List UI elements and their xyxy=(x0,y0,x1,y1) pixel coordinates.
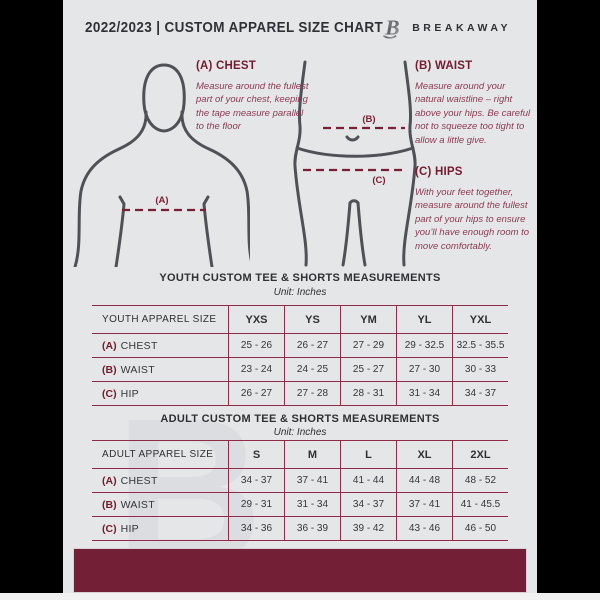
table-cell: 31 - 34 xyxy=(284,493,340,517)
waist-instruction-body: Measure around your natural waistline – … xyxy=(415,81,531,146)
svg-text:B: B xyxy=(384,16,399,40)
table-cell: 32.5 - 35.5 xyxy=(452,334,508,358)
adult-row-waist-label: (B) WAIST xyxy=(92,493,228,517)
table-cell: 37 - 41 xyxy=(284,469,340,493)
chest-instruction-heading: (A) CHEST xyxy=(196,60,256,72)
adult-header-label: ADULT APPAREL SIZE xyxy=(92,440,228,469)
row-name: CHEST xyxy=(120,339,158,352)
adult-size-2xl: 2XL xyxy=(452,440,508,469)
row-name: WAIST xyxy=(120,498,155,511)
youth-size-table: YOUTH APPAREL SIZE YXS YS YM YL YXL (A) … xyxy=(92,305,508,406)
adult-size-l: L xyxy=(340,440,396,469)
youth-table-title: YOUTH CUSTOM TEE & SHORTS MEASUREMENTS xyxy=(159,272,441,284)
youth-size-yl: YL xyxy=(396,305,452,334)
hips-instruction-body: With your feet together, measure around … xyxy=(415,187,530,252)
adult-size-xl: XL xyxy=(396,440,452,469)
table-cell: 27 - 28 xyxy=(284,382,340,406)
table-cell: 41 - 44 xyxy=(340,469,396,493)
row-prefix: (A) xyxy=(102,339,117,352)
table-cell: 36 - 39 xyxy=(284,517,340,541)
lower-body-diagram: (B) (C) xyxy=(293,60,417,267)
youth-size-ys: YS xyxy=(284,305,340,334)
row-name: HIP xyxy=(120,522,139,535)
right-letterbox-bar xyxy=(537,0,600,593)
brand-logo: B BREAKAWAY xyxy=(378,14,511,41)
row-prefix: (C) xyxy=(102,522,117,535)
row-name: WAIST xyxy=(120,363,155,376)
table-cell: 26 - 27 xyxy=(284,334,340,358)
footer-bar xyxy=(73,548,527,593)
waist-instruction-heading: (B) WAIST xyxy=(415,60,473,72)
table-cell: 31 - 34 xyxy=(396,382,452,406)
row-prefix: (A) xyxy=(102,474,117,487)
youth-size-ym: YM xyxy=(340,305,396,334)
table-cell: 34 - 37 xyxy=(228,469,284,493)
table-cell: 29 - 32.5 xyxy=(396,334,452,358)
waist-line-label: (B) xyxy=(362,114,375,125)
table-cell: 44 - 48 xyxy=(396,469,452,493)
chest-instruction-body: Measure around the fullest part of your … xyxy=(196,81,309,133)
youth-header-label: YOUTH APPAREL SIZE xyxy=(92,305,228,334)
adult-row-chest-label: (A) CHEST xyxy=(92,469,228,493)
size-chart-page: 2022/2023 | CUSTOM APPAREL SIZE CHART B … xyxy=(63,0,537,593)
brand-name: BREAKAWAY xyxy=(412,21,511,34)
hips-outline xyxy=(293,60,417,267)
table-cell: 30 - 33 xyxy=(452,358,508,382)
row-prefix: (B) xyxy=(102,363,117,376)
table-cell: 41 - 45.5 xyxy=(452,493,508,517)
torso-outline xyxy=(73,63,250,267)
table-cell: 27 - 29 xyxy=(340,334,396,358)
waist-instruction: (B) WAIST Measure around your natural wa… xyxy=(415,60,533,147)
upper-body-diagram: (A) xyxy=(73,63,250,267)
adult-table-title: ADULT CUSTOM TEE & SHORTS MEASUREMENTS xyxy=(160,413,440,425)
table-cell: 25 - 26 xyxy=(228,334,284,358)
adult-row-hip-label: (C) HIP xyxy=(92,517,228,541)
table-cell: 34 - 37 xyxy=(452,382,508,406)
table-cell: 23 - 24 xyxy=(228,358,284,382)
row-name: HIP xyxy=(120,387,139,400)
table-cell: 26 - 27 xyxy=(228,382,284,406)
left-letterbox-bar xyxy=(0,0,63,593)
youth-row-waist-label: (B) WAIST xyxy=(92,358,228,382)
table-cell: 27 - 30 xyxy=(396,358,452,382)
chest-instruction: (A) CHEST Measure around the fullest par… xyxy=(196,60,310,134)
table-cell: 25 - 27 xyxy=(340,358,396,382)
adult-size-m: M xyxy=(284,440,340,469)
adult-size-table: ADULT APPAREL SIZE S M L XL 2XL (A) CHES… xyxy=(92,440,508,541)
youth-row-chest-label: (A) CHEST xyxy=(92,334,228,358)
page-title: 2022/2023 | CUSTOM APPAREL SIZE CHART xyxy=(85,20,384,36)
table-cell: 48 - 52 xyxy=(452,469,508,493)
youth-size-yxs: YXS xyxy=(228,305,284,334)
table-cell: 34 - 37 xyxy=(340,493,396,517)
youth-row-hip-label: (C) HIP xyxy=(92,382,228,406)
table-cell: 39 - 42 xyxy=(340,517,396,541)
table-cell: 43 - 46 xyxy=(396,517,452,541)
chest-line-label: (A) xyxy=(155,195,168,206)
table-cell: 37 - 41 xyxy=(396,493,452,517)
hips-instruction-heading: (C) HIPS xyxy=(415,166,463,178)
table-cell: 24 - 25 xyxy=(284,358,340,382)
adult-size-s: S xyxy=(228,440,284,469)
table-cell: 34 - 36 xyxy=(228,517,284,541)
hips-line-label: (C) xyxy=(372,175,385,186)
adult-table-unit: Unit: Inches xyxy=(273,427,327,438)
breakaway-b-icon: B xyxy=(380,16,400,40)
hips-instruction: (C) HIPS With your feet together, measur… xyxy=(415,166,535,253)
row-prefix: (B) xyxy=(102,498,117,511)
table-cell: 28 - 31 xyxy=(340,382,396,406)
table-cell: 46 - 50 xyxy=(452,517,508,541)
youth-size-yxl: YXL xyxy=(452,305,508,334)
row-name: CHEST xyxy=(120,474,158,487)
youth-table-unit: Unit: Inches xyxy=(273,287,327,298)
row-prefix: (C) xyxy=(102,387,117,400)
table-cell: 29 - 31 xyxy=(228,493,284,517)
